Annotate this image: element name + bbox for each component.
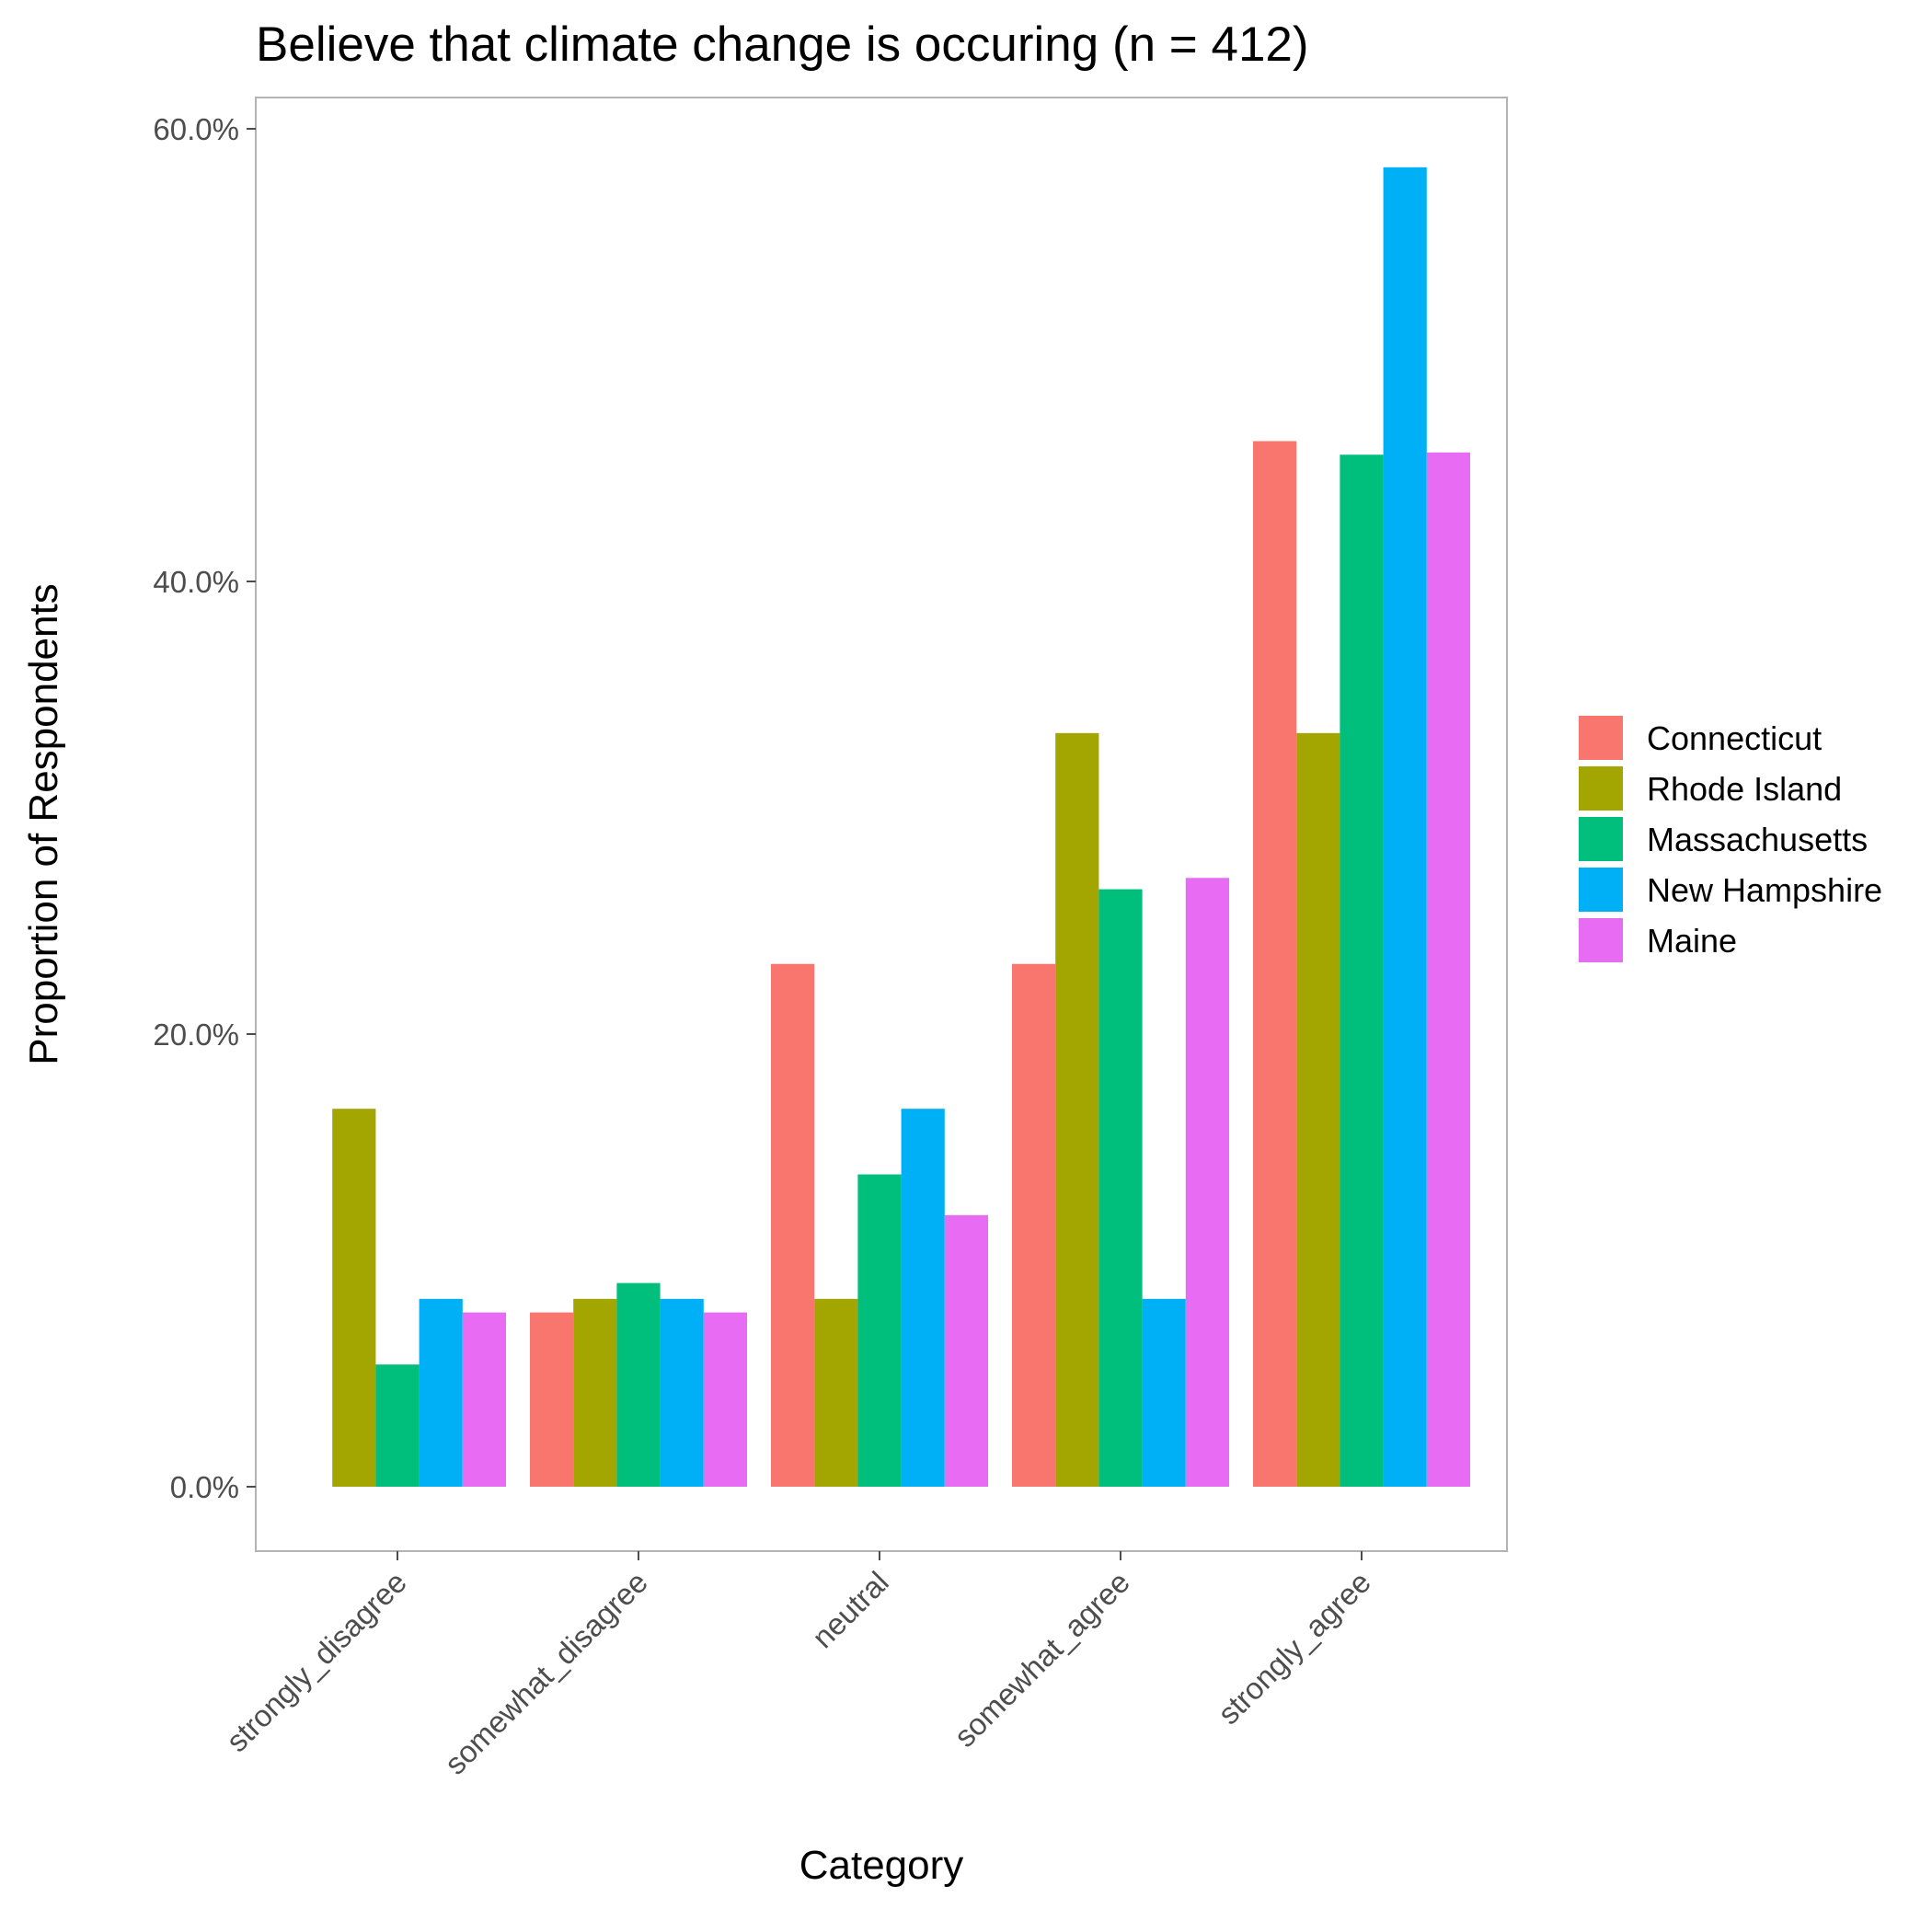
x-axis-title: Category bbox=[799, 1843, 964, 1888]
x-tick-label: strongly_disagree bbox=[220, 1565, 413, 1758]
legend-label: New Hampshire bbox=[1647, 871, 1882, 909]
y-tick-label: 40.0% bbox=[153, 565, 239, 599]
bar bbox=[1055, 732, 1099, 1487]
bar bbox=[1185, 878, 1229, 1487]
bar bbox=[1426, 452, 1470, 1487]
x-tick-label: somewhat_agree bbox=[948, 1565, 1136, 1754]
bar bbox=[944, 1214, 988, 1487]
legend: Connecticut Rhode Island Massachusetts New … bbox=[1579, 716, 1882, 962]
legend-label: Massachusetts bbox=[1647, 821, 1868, 858]
legend-swatch bbox=[1579, 766, 1623, 811]
bar bbox=[1012, 963, 1056, 1487]
y-axis: 0.0% 20.0% 40.0% 60.0% bbox=[153, 112, 256, 1504]
bar bbox=[419, 1298, 463, 1487]
legend-swatch bbox=[1579, 918, 1623, 962]
y-tick-label: 20.0% bbox=[153, 1018, 239, 1052]
chart-title: Believe that climate change is occuring … bbox=[256, 17, 1309, 72]
bar bbox=[814, 1298, 858, 1487]
bar bbox=[857, 1174, 902, 1487]
legend-swatch bbox=[1579, 817, 1623, 861]
bar bbox=[1340, 454, 1384, 1487]
y-axis-title: Proportion of Respondents bbox=[21, 583, 66, 1064]
bar bbox=[1253, 441, 1297, 1488]
legend-label: Connecticut bbox=[1647, 719, 1822, 757]
bars-group bbox=[332, 167, 1470, 1488]
x-tick-label: somewhat_disagree bbox=[438, 1565, 654, 1781]
bar bbox=[771, 963, 815, 1487]
bar bbox=[1383, 167, 1427, 1487]
legend-label: Rhode Island bbox=[1647, 770, 1842, 808]
bar bbox=[573, 1298, 617, 1487]
x-axis: strongly_disagree somewhat_disagree neutra… bbox=[220, 1551, 1377, 1781]
plot-panel-border bbox=[255, 97, 1508, 1552]
bar bbox=[530, 1312, 574, 1487]
bar bbox=[660, 1298, 704, 1487]
y-tick-label: 60.0% bbox=[153, 112, 239, 146]
bar bbox=[703, 1312, 747, 1487]
legend-label: Maine bbox=[1647, 922, 1737, 960]
x-tick-label: neutral bbox=[805, 1565, 895, 1655]
y-tick-label: 0.0% bbox=[170, 1470, 239, 1504]
bar bbox=[375, 1364, 420, 1487]
bar bbox=[1142, 1298, 1186, 1487]
x-tick-label: strongly_agree bbox=[1211, 1565, 1377, 1731]
legend-swatch bbox=[1579, 868, 1623, 912]
bar bbox=[616, 1282, 661, 1487]
bar bbox=[1098, 889, 1143, 1487]
bar bbox=[462, 1312, 506, 1487]
bar bbox=[1296, 732, 1340, 1487]
bar bbox=[332, 1109, 376, 1487]
bar bbox=[901, 1109, 945, 1487]
legend-swatch bbox=[1579, 716, 1623, 760]
